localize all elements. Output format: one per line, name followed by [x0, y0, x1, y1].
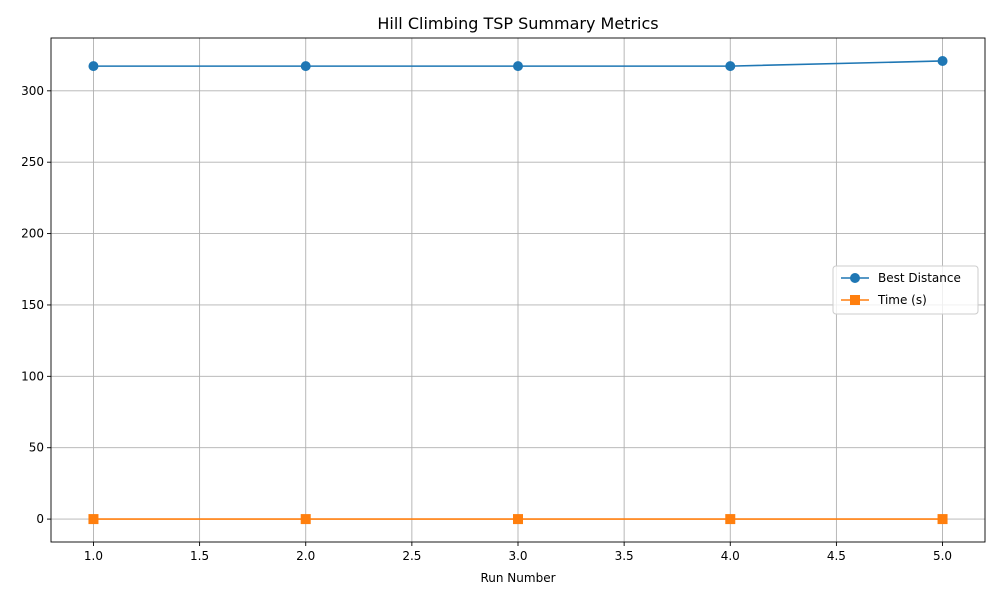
data-point-time-s — [300, 514, 311, 525]
series-layer — [88, 55, 948, 525]
y-axis: 0 50 100 150 200 250 300 — [21, 84, 51, 526]
legend: Best Distance Time (s) — [832, 265, 979, 315]
y-tick-label: 150 — [21, 298, 44, 312]
data-point-time-s — [88, 514, 99, 525]
legend-marker-best-distance — [850, 273, 860, 283]
data-point-best-distance — [300, 61, 311, 72]
x-tick-label: 5.0 — [933, 549, 952, 563]
legend-label-time-s: Time (s) — [877, 293, 927, 307]
y-tick-label: 0 — [36, 512, 44, 526]
y-tick-label: 300 — [21, 84, 44, 98]
legend-label-best-distance: Best Distance — [878, 271, 961, 285]
x-tick-label: 1.5 — [190, 549, 209, 563]
x-tick-label: 4.0 — [721, 549, 740, 563]
legend-marker-time-s — [850, 295, 860, 305]
data-point-time-s — [513, 514, 523, 525]
x-tick-label: 4.5 — [827, 549, 846, 563]
x-tick-label: 3.5 — [615, 549, 634, 563]
x-tick-label: 2.0 — [296, 549, 315, 563]
legend-entry-time-s: Time (s) — [841, 293, 927, 307]
y-tick-label: 250 — [21, 155, 44, 169]
series-best-distance — [88, 55, 948, 72]
legend-box — [832, 265, 979, 315]
data-point-time-s — [937, 514, 948, 525]
data-point-best-distance — [937, 55, 948, 66]
x-tick-label: 1.0 — [84, 549, 103, 563]
x-axis-label: Run Number — [480, 571, 555, 585]
y-tick-label: 200 — [21, 227, 44, 241]
x-tick-label: 3.0 — [508, 549, 527, 563]
data-point-best-distance — [513, 61, 523, 72]
x-axis: 1.0 1.5 2.0 2.5 3.0 3.5 4.0 4.5 5.0 — [84, 542, 952, 563]
x-tick-label: 2.5 — [402, 549, 421, 563]
legend-entry-best-distance: Best Distance — [841, 271, 961, 285]
data-point-best-distance — [725, 61, 736, 72]
data-point-best-distance — [88, 61, 99, 72]
y-tick-label: 50 — [29, 441, 44, 455]
chart-title: Hill Climbing TSP Summary Metrics — [377, 14, 658, 33]
data-point-time-s — [725, 514, 736, 525]
y-tick-label: 100 — [21, 369, 44, 383]
series-time-s — [88, 514, 948, 525]
